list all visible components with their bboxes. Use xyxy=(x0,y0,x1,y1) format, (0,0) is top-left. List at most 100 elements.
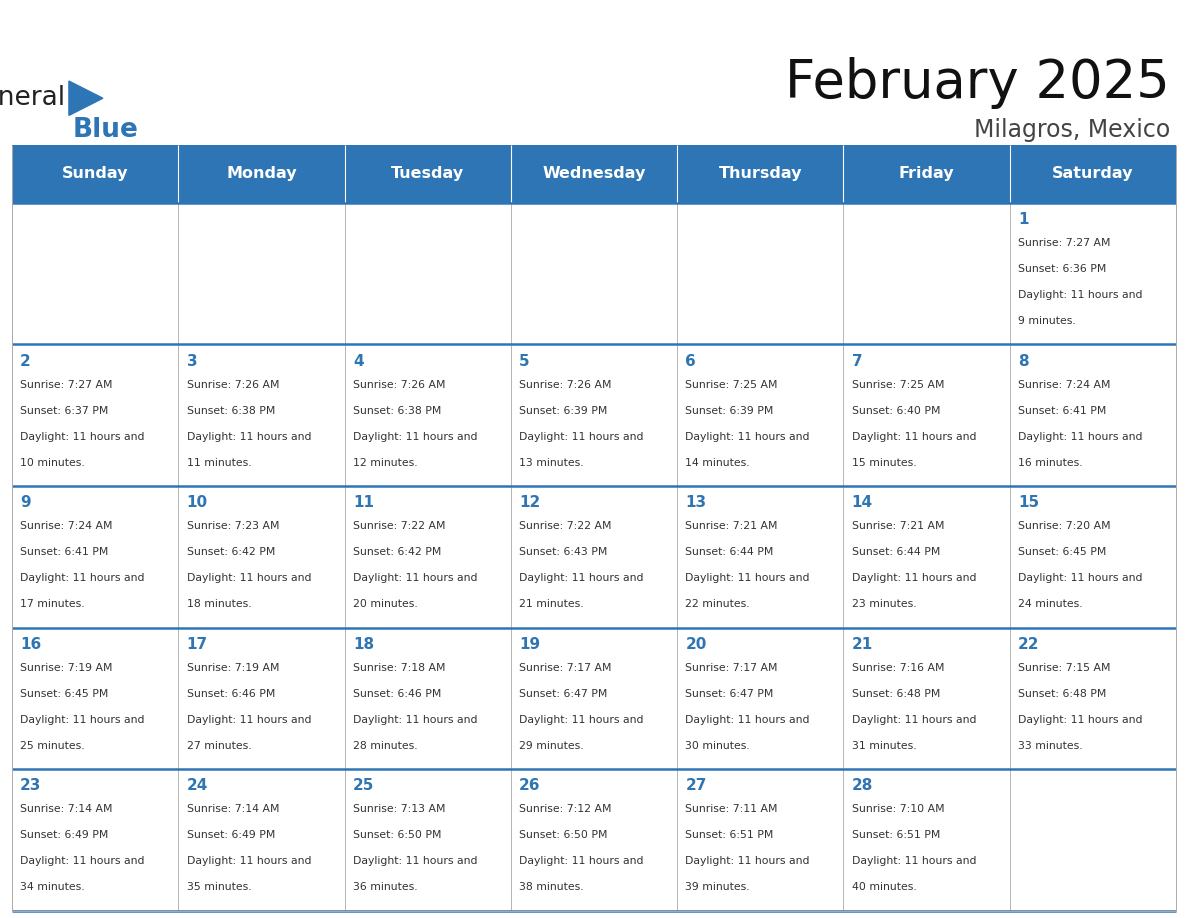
Text: Daylight: 11 hours and: Daylight: 11 hours and xyxy=(1018,573,1143,583)
Bar xyxy=(677,344,843,486)
Text: 34 minutes.: 34 minutes. xyxy=(20,882,84,892)
Text: Sunrise: 7:26 AM: Sunrise: 7:26 AM xyxy=(519,380,612,389)
Bar xyxy=(511,769,677,911)
Text: Daylight: 11 hours and: Daylight: 11 hours and xyxy=(519,431,644,442)
Text: Sunset: 6:48 PM: Sunset: 6:48 PM xyxy=(852,688,940,699)
Text: Sunrise: 7:27 AM: Sunrise: 7:27 AM xyxy=(1018,238,1111,248)
Text: Sunset: 6:42 PM: Sunset: 6:42 PM xyxy=(353,547,441,557)
Bar xyxy=(345,344,511,486)
Bar xyxy=(677,769,843,911)
Text: Daylight: 11 hours and: Daylight: 11 hours and xyxy=(187,856,311,867)
Bar xyxy=(12,203,178,344)
Text: Sunrise: 7:17 AM: Sunrise: 7:17 AM xyxy=(519,663,612,673)
Text: 11 minutes.: 11 minutes. xyxy=(187,458,251,467)
Text: 36 minutes.: 36 minutes. xyxy=(353,882,417,892)
Text: Daylight: 11 hours and: Daylight: 11 hours and xyxy=(20,431,145,442)
Text: 9: 9 xyxy=(20,495,31,510)
Text: 20 minutes.: 20 minutes. xyxy=(353,599,418,610)
Text: 18: 18 xyxy=(353,637,374,652)
Text: Daylight: 11 hours and: Daylight: 11 hours and xyxy=(685,856,810,867)
Bar xyxy=(511,344,677,486)
Text: 4: 4 xyxy=(353,353,364,369)
Polygon shape xyxy=(69,81,103,116)
Text: Sunrise: 7:19 AM: Sunrise: 7:19 AM xyxy=(20,663,113,673)
Text: Sunset: 6:51 PM: Sunset: 6:51 PM xyxy=(852,830,940,840)
Text: Sunrise: 7:25 AM: Sunrise: 7:25 AM xyxy=(685,380,778,389)
Text: Sunrise: 7:23 AM: Sunrise: 7:23 AM xyxy=(187,521,279,532)
Text: Sunset: 6:44 PM: Sunset: 6:44 PM xyxy=(852,547,940,557)
Text: Sunrise: 7:12 AM: Sunrise: 7:12 AM xyxy=(519,804,612,814)
Text: 11: 11 xyxy=(353,495,374,510)
Text: Daylight: 11 hours and: Daylight: 11 hours and xyxy=(852,715,977,724)
Bar xyxy=(345,628,511,769)
Text: Daylight: 11 hours and: Daylight: 11 hours and xyxy=(685,431,810,442)
Text: Sunset: 6:48 PM: Sunset: 6:48 PM xyxy=(1018,688,1106,699)
Text: 40 minutes.: 40 minutes. xyxy=(852,882,917,892)
Text: 24 minutes.: 24 minutes. xyxy=(1018,599,1082,610)
Bar xyxy=(511,203,677,344)
Text: 33 minutes.: 33 minutes. xyxy=(1018,741,1082,751)
Text: Sunrise: 7:27 AM: Sunrise: 7:27 AM xyxy=(20,380,113,389)
Text: Sunrise: 7:19 AM: Sunrise: 7:19 AM xyxy=(187,663,279,673)
Text: Daylight: 11 hours and: Daylight: 11 hours and xyxy=(852,856,977,867)
Text: Daylight: 11 hours and: Daylight: 11 hours and xyxy=(187,573,311,583)
Text: Sunrise: 7:26 AM: Sunrise: 7:26 AM xyxy=(187,380,279,389)
Text: Sunset: 6:47 PM: Sunset: 6:47 PM xyxy=(685,688,773,699)
Text: Sunrise: 7:15 AM: Sunrise: 7:15 AM xyxy=(1018,663,1111,673)
Bar xyxy=(12,344,178,486)
Text: Sunset: 6:49 PM: Sunset: 6:49 PM xyxy=(187,830,274,840)
Text: Sunset: 6:37 PM: Sunset: 6:37 PM xyxy=(20,406,108,416)
Text: 21: 21 xyxy=(852,637,873,652)
Text: Daylight: 11 hours and: Daylight: 11 hours and xyxy=(852,573,977,583)
Text: Sunrise: 7:25 AM: Sunrise: 7:25 AM xyxy=(852,380,944,389)
Bar xyxy=(345,145,511,203)
Text: Sunrise: 7:24 AM: Sunrise: 7:24 AM xyxy=(1018,380,1111,389)
Text: Daylight: 11 hours and: Daylight: 11 hours and xyxy=(187,715,311,724)
Bar xyxy=(677,145,843,203)
Bar xyxy=(843,203,1010,344)
Text: 13: 13 xyxy=(685,495,707,510)
Bar xyxy=(178,203,345,344)
Text: Monday: Monday xyxy=(226,166,297,182)
Text: 20: 20 xyxy=(685,637,707,652)
Text: Daylight: 11 hours and: Daylight: 11 hours and xyxy=(353,431,478,442)
Text: 6: 6 xyxy=(685,353,696,369)
Text: Thursday: Thursday xyxy=(719,166,802,182)
Text: Daylight: 11 hours and: Daylight: 11 hours and xyxy=(519,573,644,583)
Text: 8: 8 xyxy=(1018,353,1029,369)
Text: Sunset: 6:43 PM: Sunset: 6:43 PM xyxy=(519,547,607,557)
Text: 17: 17 xyxy=(187,637,208,652)
Text: 15 minutes.: 15 minutes. xyxy=(852,458,916,467)
Text: Sunset: 6:38 PM: Sunset: 6:38 PM xyxy=(353,406,441,416)
Text: 24: 24 xyxy=(187,778,208,793)
Text: Daylight: 11 hours and: Daylight: 11 hours and xyxy=(187,431,311,442)
Text: Sunset: 6:44 PM: Sunset: 6:44 PM xyxy=(685,547,773,557)
Text: 18 minutes.: 18 minutes. xyxy=(187,599,251,610)
Text: Sunset: 6:46 PM: Sunset: 6:46 PM xyxy=(353,688,441,699)
Text: Blue: Blue xyxy=(72,118,138,143)
Text: Sunset: 6:46 PM: Sunset: 6:46 PM xyxy=(187,688,274,699)
Text: Sunrise: 7:14 AM: Sunrise: 7:14 AM xyxy=(187,804,279,814)
Text: 38 minutes.: 38 minutes. xyxy=(519,882,583,892)
Text: Sunrise: 7:14 AM: Sunrise: 7:14 AM xyxy=(20,804,113,814)
Text: 21 minutes.: 21 minutes. xyxy=(519,599,583,610)
Text: 28: 28 xyxy=(852,778,873,793)
Text: 31 minutes.: 31 minutes. xyxy=(852,741,916,751)
Text: Sunrise: 7:22 AM: Sunrise: 7:22 AM xyxy=(353,521,446,532)
Text: 12 minutes.: 12 minutes. xyxy=(353,458,417,467)
Text: 27: 27 xyxy=(685,778,707,793)
Text: Tuesday: Tuesday xyxy=(391,166,465,182)
Text: Sunrise: 7:11 AM: Sunrise: 7:11 AM xyxy=(685,804,778,814)
Text: 7: 7 xyxy=(852,353,862,369)
Text: 14 minutes.: 14 minutes. xyxy=(685,458,750,467)
Bar xyxy=(178,628,345,769)
Bar xyxy=(345,486,511,628)
Bar xyxy=(511,486,677,628)
Bar xyxy=(178,486,345,628)
Text: Daylight: 11 hours and: Daylight: 11 hours and xyxy=(685,715,810,724)
Bar xyxy=(1010,486,1176,628)
Bar xyxy=(843,769,1010,911)
Text: 2: 2 xyxy=(20,353,31,369)
Bar xyxy=(677,628,843,769)
Text: Sunset: 6:39 PM: Sunset: 6:39 PM xyxy=(519,406,607,416)
